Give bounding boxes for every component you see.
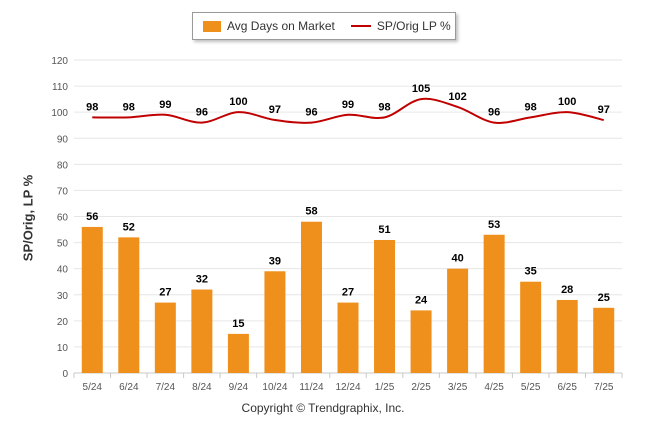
x-tick-label: 10/24 bbox=[262, 382, 287, 393]
line-data-label: 96 bbox=[305, 107, 317, 119]
line-data-label: 98 bbox=[525, 101, 537, 113]
line-data-label: 99 bbox=[342, 99, 354, 111]
bar-data-label: 40 bbox=[451, 253, 463, 265]
y-tick-label: 50 bbox=[57, 239, 69, 250]
bar bbox=[593, 307, 615, 373]
line-data-label: 105 bbox=[412, 83, 430, 95]
bar-data-label: 51 bbox=[378, 224, 390, 236]
legend: Avg Days on Market SP/Orig LP % bbox=[192, 12, 456, 40]
bar-series bbox=[81, 221, 615, 373]
y-tick-label: 70 bbox=[57, 186, 69, 197]
y-tick-label: 40 bbox=[57, 265, 69, 276]
x-tick-label: 7/24 bbox=[156, 382, 176, 393]
bar-data-label: 27 bbox=[159, 287, 171, 299]
bar-data-label: 58 bbox=[305, 206, 317, 218]
x-tick-label: 6/25 bbox=[557, 382, 577, 393]
legend-label-bar: Avg Days on Market bbox=[227, 19, 335, 33]
line-data-labels: 98 98 99 96 100 97 96 99 98 105 102 96 98 100 97 bbox=[86, 83, 610, 118]
bar bbox=[118, 237, 140, 373]
x-tick-label: 3/25 bbox=[448, 382, 468, 393]
copyright-text: Copyright © Trendgraphix, Inc. bbox=[241, 401, 405, 415]
line-data-label: 99 bbox=[159, 99, 171, 111]
line-data-label: 96 bbox=[488, 107, 500, 119]
bar bbox=[300, 221, 322, 373]
x-tick-label: 11/24 bbox=[299, 382, 324, 393]
bar-data-label: 52 bbox=[123, 221, 135, 233]
bar-data-label: 27 bbox=[342, 287, 354, 299]
y-tick-label: 120 bbox=[51, 56, 68, 67]
bar bbox=[154, 302, 176, 373]
y-tick-label: 20 bbox=[57, 317, 69, 328]
bar bbox=[410, 310, 432, 373]
bar-data-label: 39 bbox=[269, 255, 281, 267]
bar-data-label: 25 bbox=[598, 292, 610, 304]
bar bbox=[520, 281, 542, 373]
y-tick-label: 30 bbox=[57, 291, 69, 302]
bar bbox=[337, 302, 359, 373]
y-tick-label: 110 bbox=[52, 82, 68, 93]
y-tick-label: 60 bbox=[57, 213, 69, 224]
line-data-label: 98 bbox=[123, 101, 135, 113]
line-data-label: 97 bbox=[269, 104, 281, 116]
y-tick-label: 0 bbox=[62, 369, 68, 380]
bar bbox=[556, 299, 578, 373]
bar bbox=[81, 226, 103, 373]
x-tick-label: 6/24 bbox=[119, 382, 139, 393]
line-data-label: 96 bbox=[196, 107, 208, 119]
legend-bar-swatch bbox=[203, 20, 221, 32]
y-axis-title: SP/Orig, LP % bbox=[20, 174, 36, 262]
x-tick-label: 5/24 bbox=[83, 382, 103, 393]
y-tick-label: 100 bbox=[51, 108, 68, 119]
x-tick-label: 2/25 bbox=[411, 382, 431, 393]
y-tick-label: 90 bbox=[57, 134, 69, 145]
line-data-label: 100 bbox=[558, 96, 576, 108]
bar bbox=[483, 234, 505, 373]
legend-item-line[interactable]: SP/Orig LP % bbox=[350, 19, 451, 33]
line-data-label: 98 bbox=[378, 101, 390, 113]
x-tick-label: 1/25 bbox=[375, 382, 395, 393]
bar-data-label: 53 bbox=[488, 219, 500, 231]
x-tick-label: 12/24 bbox=[335, 382, 360, 393]
bar-data-label: 56 bbox=[86, 211, 98, 223]
bar-data-label: 35 bbox=[525, 266, 537, 278]
bar bbox=[227, 333, 249, 373]
legend-label-line: SP/Orig LP % bbox=[376, 19, 451, 33]
line-data-label: 97 bbox=[598, 104, 610, 116]
line-data-label: 102 bbox=[448, 91, 466, 103]
x-axis: 5/24 6/24 7/24 8/24 9/24 10/24 11/24 12/24 1/25 2… bbox=[73, 373, 623, 393]
line-data-label: 100 bbox=[229, 96, 247, 108]
x-tick-label: 7/25 bbox=[594, 382, 614, 393]
bar-data-label: 32 bbox=[196, 274, 208, 286]
legend-line-swatch bbox=[350, 25, 371, 27]
y-tick-label: 10 bbox=[57, 343, 69, 354]
x-tick-label: 9/24 bbox=[229, 382, 249, 393]
legend-item-bar[interactable]: Avg Days on Market bbox=[203, 19, 335, 33]
bar bbox=[447, 268, 469, 373]
x-tick-label: 5/25 bbox=[521, 382, 541, 393]
line-series bbox=[92, 97, 604, 124]
bar-data-label: 15 bbox=[232, 318, 244, 330]
x-tick-label: 8/24 bbox=[192, 382, 212, 393]
line-data-label: 98 bbox=[86, 101, 98, 113]
x-tick-label: 4/25 bbox=[484, 382, 504, 393]
bar-data-labels: 56 52 27 32 15 39 58 27 51 24 40 53 35 28 25 bbox=[86, 206, 610, 330]
bar bbox=[191, 289, 213, 373]
bar bbox=[374, 239, 396, 373]
bar bbox=[264, 271, 286, 373]
bar-data-label: 24 bbox=[415, 294, 428, 306]
y-tick-labels: 0 10 20 30 40 50 60 70 80 90 100 110 120 bbox=[51, 56, 68, 380]
bar-data-label: 28 bbox=[561, 284, 573, 296]
y-tick-label: 80 bbox=[57, 160, 69, 171]
